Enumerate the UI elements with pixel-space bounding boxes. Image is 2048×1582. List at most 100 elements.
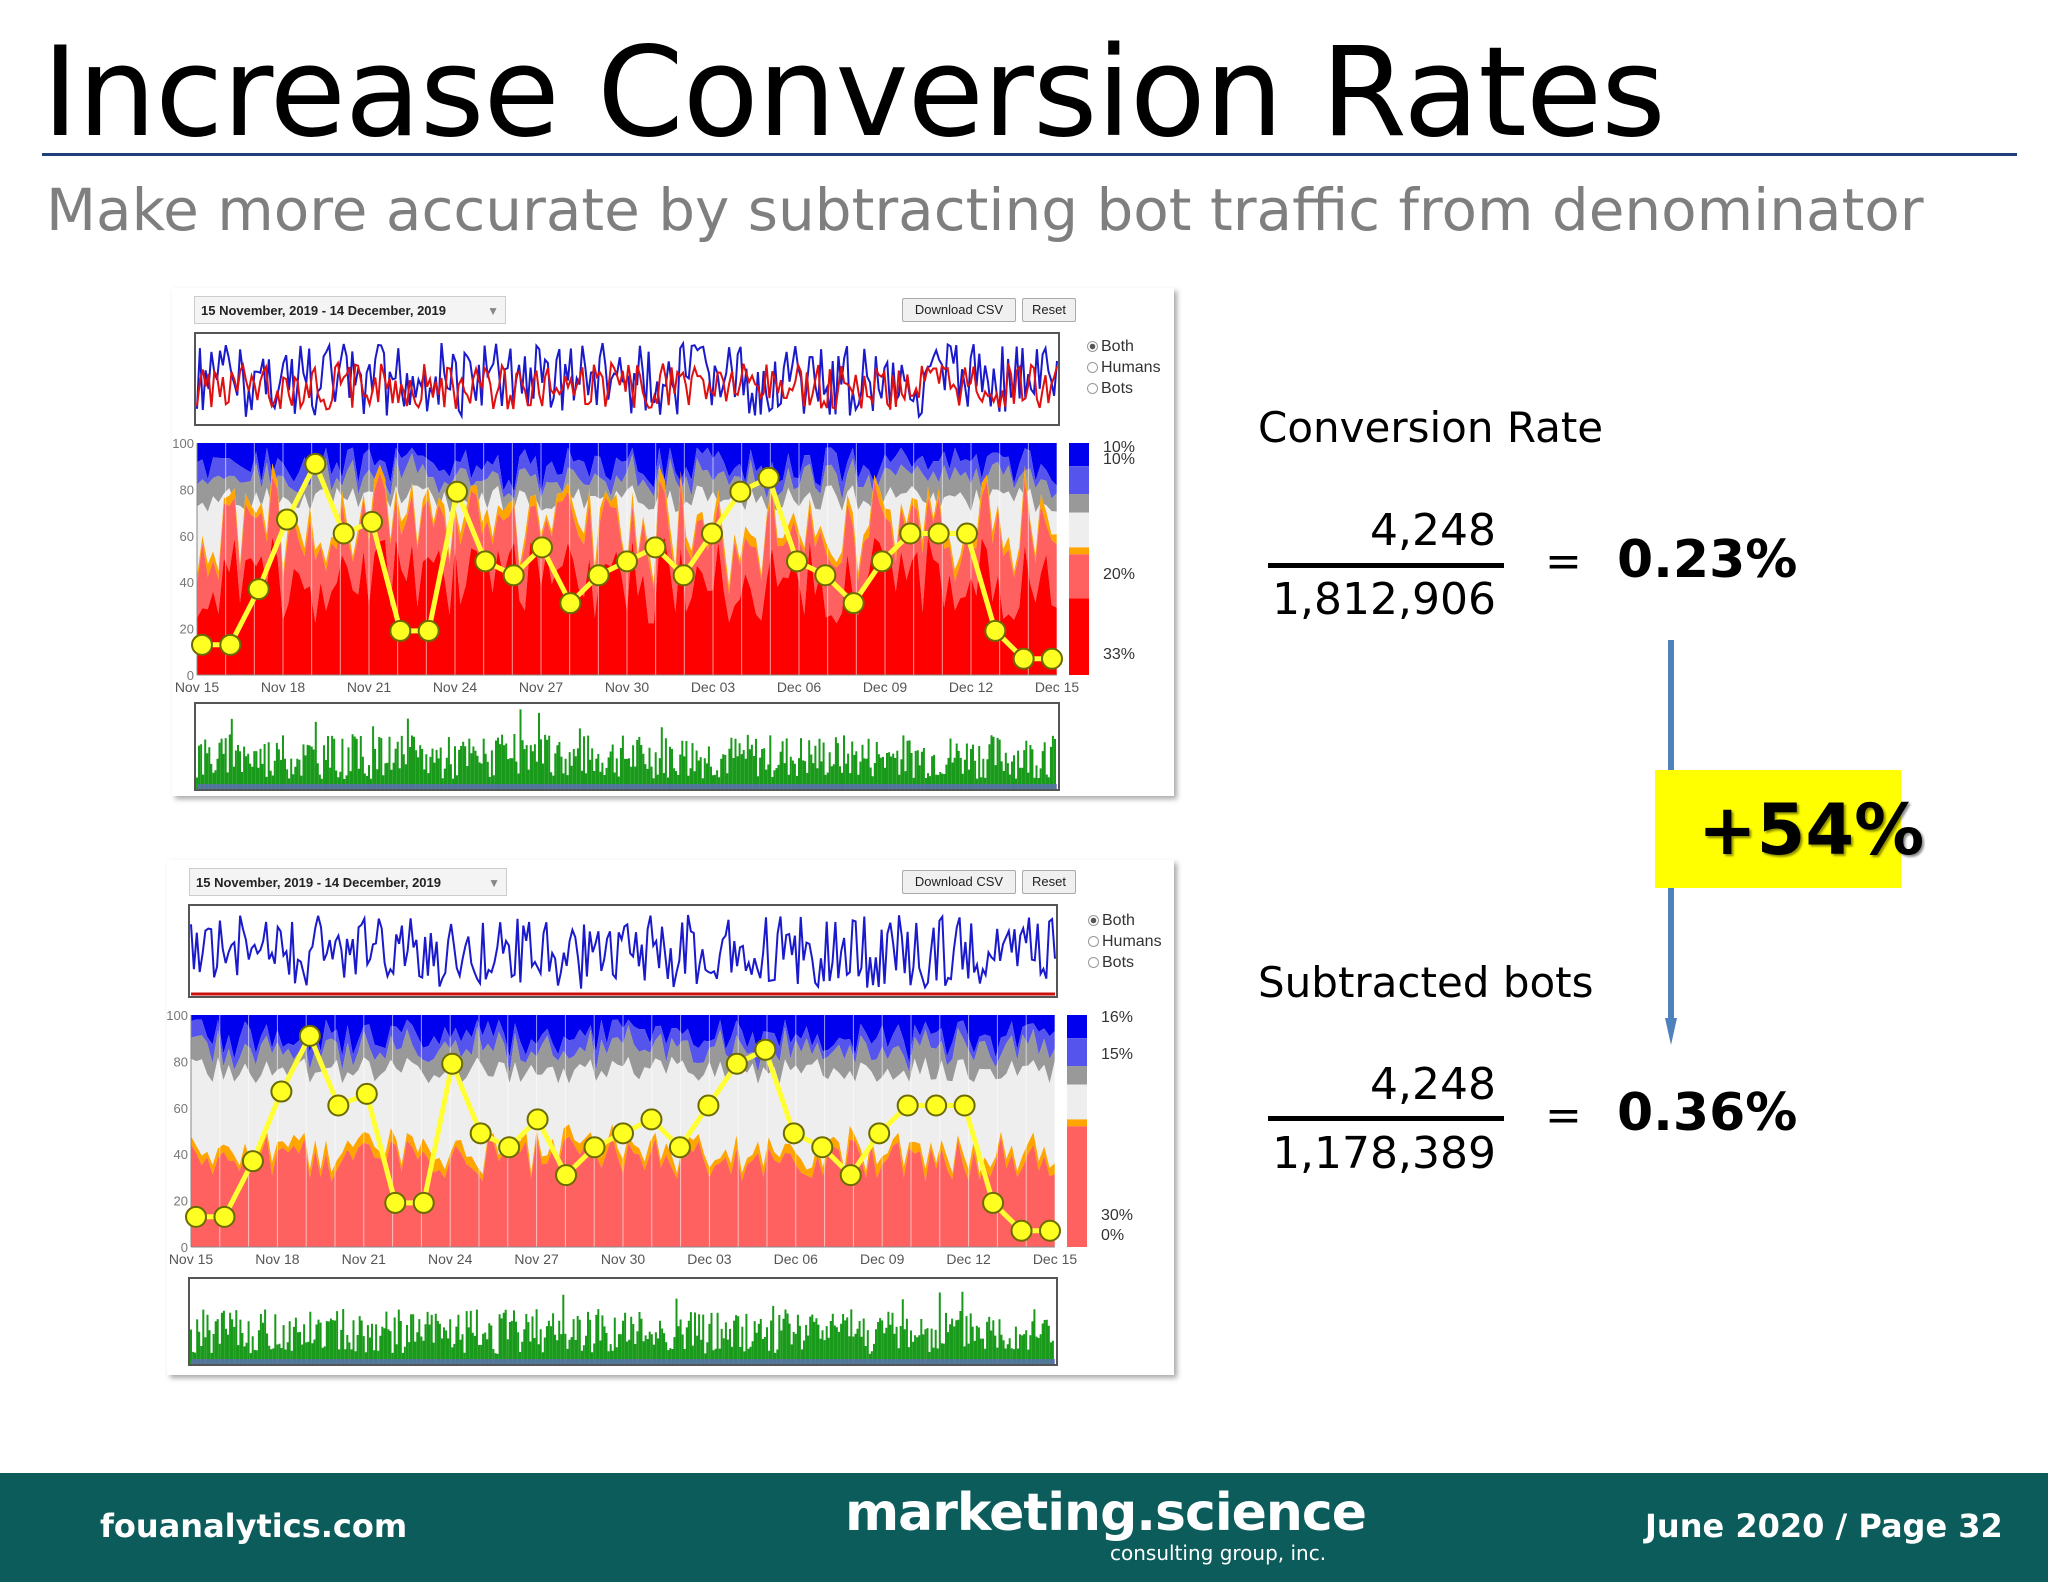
conversion-point: [754, 1038, 777, 1061]
date-range-value: 15 November, 2019 - 14 December, 2019: [196, 875, 441, 890]
legend-swatch: [1069, 466, 1089, 495]
legend-swatch: [1067, 1084, 1087, 1120]
y-tick-label: 20: [180, 622, 194, 637]
conversion-point: [786, 550, 808, 573]
radio-humans[interactable]: Humans: [1088, 931, 1162, 952]
reset-button[interactable]: Reset: [1022, 298, 1076, 322]
conversion-point: [644, 536, 667, 559]
dashboard-with-bots: 15 November, 2019 - 14 December, 2019 ▼ …: [172, 288, 1174, 796]
download-csv-button[interactable]: Download CSV: [902, 298, 1016, 322]
conversion-point: [953, 1094, 976, 1117]
conversion-point: [332, 522, 355, 545]
conversion-point: [697, 1094, 720, 1117]
radio-label: Humans: [1102, 933, 1162, 950]
conversion-point: [729, 480, 752, 503]
x-tick-label: Dec 09: [863, 679, 908, 695]
legend-swatch: [1069, 554, 1089, 599]
conversion-point: [984, 619, 1007, 642]
conversion-point: [355, 1082, 378, 1105]
conversion-point: [811, 1136, 834, 1159]
y-tick-label: 100: [167, 1008, 188, 1023]
subtracted-bots-label: Subtracted bots: [1258, 958, 1594, 1007]
legend-swatch: [1067, 1119, 1087, 1127]
x-tick-label: Dec 12: [949, 679, 994, 695]
conversion-point: [672, 564, 695, 587]
footer-website: fouanalytics.com: [100, 1507, 408, 1545]
legend-swatch: [1067, 1126, 1087, 1247]
conversion-point: [219, 633, 242, 656]
conversion-point: [247, 578, 270, 601]
date-range-select[interactable]: 15 November, 2019 - 14 December, 2019 ▼: [194, 296, 506, 324]
y-tick-label: 80: [174, 1054, 188, 1069]
x-tick-label: Dec 06: [774, 1251, 819, 1267]
denominator-2: 1,178,389: [1272, 1128, 1496, 1179]
area-orange: [197, 463, 1057, 595]
conversion-point: [1010, 1219, 1033, 1242]
radio-humans[interactable]: Humans: [1087, 357, 1161, 378]
legend-swatch: [1069, 494, 1089, 513]
conversion-point: [498, 1136, 521, 1159]
conversion-point: [412, 1191, 435, 1214]
date-range-select[interactable]: 15 November, 2019 - 14 December, 2019 ▼: [189, 868, 507, 896]
legend-percent: 33%: [1103, 646, 1135, 663]
x-tick-label: Nov 21: [342, 1251, 387, 1267]
reset-button[interactable]: Reset: [1022, 870, 1076, 894]
conversion-point: [531, 536, 553, 559]
download-csv-button[interactable]: Download CSV: [902, 870, 1016, 894]
radio-label: Bots: [1102, 954, 1135, 971]
conversion-point: [213, 1205, 236, 1228]
x-tick-label: Nov 18: [261, 679, 306, 695]
legend-swatch: [1069, 598, 1089, 675]
y-tick-label: 80: [180, 482, 194, 497]
x-tick-label: Dec 03: [687, 1251, 732, 1267]
radio-both[interactable]: Both: [1088, 910, 1135, 931]
y-tick-label: 60: [174, 1101, 188, 1116]
conversion-point: [1041, 647, 1063, 670]
conversion-rate-label: Conversion Rate: [1258, 403, 1604, 452]
y-tick-label: 20: [174, 1194, 188, 1209]
numerator-1: 4,248: [1370, 505, 1496, 556]
fraction-bar-1: [1268, 563, 1504, 568]
conversion-point: [896, 1094, 919, 1117]
radio-selected-icon: [1087, 341, 1098, 352]
conversion-point: [474, 550, 497, 573]
radio-selected-icon: [1088, 915, 1099, 926]
conversion-point: [583, 1136, 606, 1159]
y-tick-label: 60: [180, 529, 194, 544]
area-red-dark: [197, 536, 1057, 675]
x-tick-label: Nov 24: [428, 1251, 473, 1267]
area-orange: [191, 1124, 1055, 1182]
conversion-point: [925, 1094, 948, 1117]
conversion-point: [185, 1205, 207, 1228]
conversion-point: [899, 522, 922, 545]
slide-subtitle: Make more accurate by subtracting bot tr…: [46, 176, 1924, 244]
x-tick-label: Dec 06: [777, 679, 822, 695]
radio-bots[interactable]: Bots: [1087, 378, 1133, 399]
legend-percent: 15%: [1101, 1046, 1133, 1063]
radio-label: Humans: [1101, 359, 1161, 376]
y-tick-label: 100: [172, 436, 194, 451]
chevron-down-icon: ▼: [487, 304, 499, 318]
conversion-point: [640, 1108, 663, 1131]
x-tick-label: Nov 24: [433, 679, 478, 695]
conversion-point: [956, 522, 978, 545]
conversion-point: [982, 1191, 1005, 1214]
conversion-point: [927, 522, 950, 545]
legend-percent: 10%: [1103, 439, 1135, 456]
conversion-point: [814, 564, 837, 587]
conversion-point: [842, 592, 865, 615]
radio-label: Bots: [1101, 380, 1134, 397]
traffic-base-band: [197, 784, 1057, 789]
radio-bots[interactable]: Bots: [1088, 952, 1134, 973]
area-blue-dark: [197, 443, 1057, 494]
legend-swatch: [1067, 1015, 1087, 1039]
radio-both[interactable]: Both: [1087, 336, 1134, 357]
conversion-point: [559, 592, 582, 615]
conversion-point: [469, 1122, 492, 1145]
chevron-down-icon: ▼: [488, 876, 500, 890]
legend-percent: 16%: [1101, 1009, 1133, 1026]
legend-swatch: [1069, 547, 1089, 555]
footer-bar: fouanalytics.com marketing.science consu…: [0, 1473, 2048, 1582]
conversion-point: [616, 550, 638, 573]
